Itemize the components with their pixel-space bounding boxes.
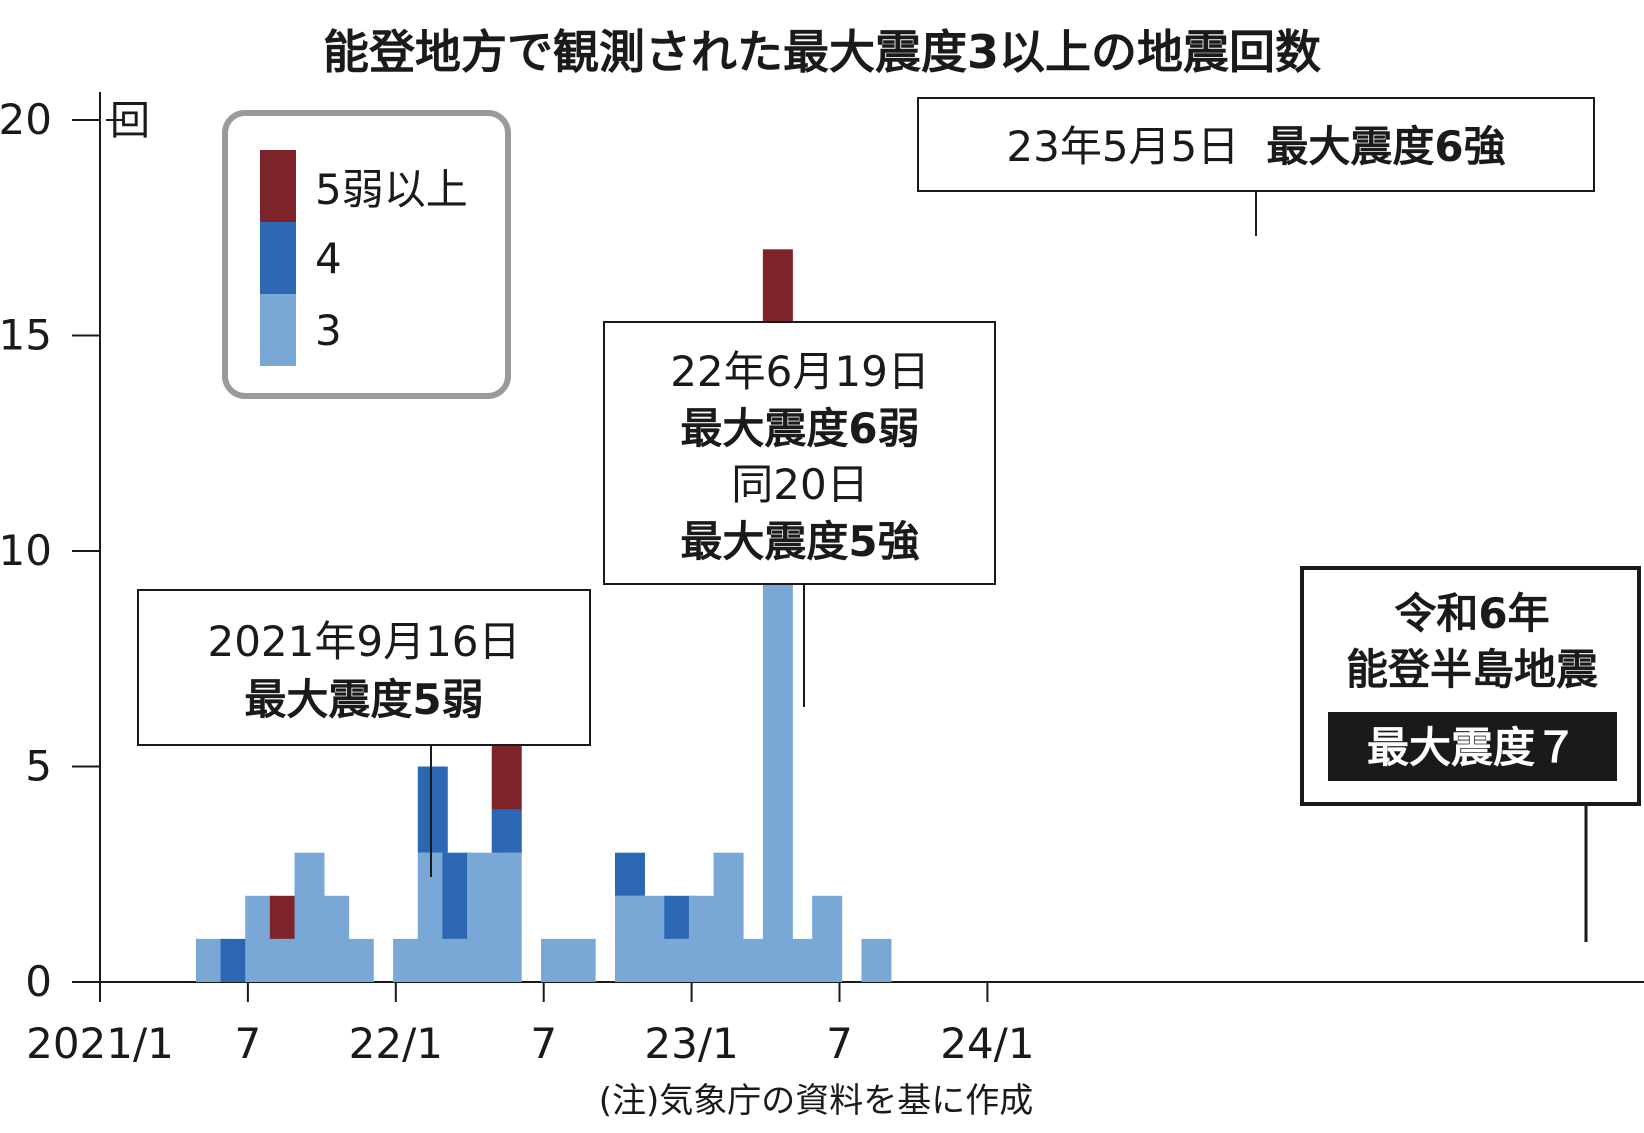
annotation-intensity: 最大震度6弱 <box>680 404 919 453</box>
bar-segment-s4 <box>417 766 448 853</box>
x-tick-label: 24/1 <box>940 1019 1034 1068</box>
annotation-text: 23年5月5日 最大震度6強 <box>1006 122 1505 171</box>
source-note: (注)気象庁の資料を基に作成 <box>599 1081 1034 1121</box>
bar-segment-s4 <box>614 852 645 896</box>
axes: 0 5 10 15 20 回 2021/1 7 22/1 7 23/1 7 24/1 <box>0 92 1644 1068</box>
x-tick-label: 7 <box>826 1019 853 1068</box>
annotation-date-2: 同20日 <box>731 460 868 509</box>
annotation-2023-05: 23年5月5日 最大震度6強 <box>917 97 1595 236</box>
legend-label-4: 4 <box>315 234 342 283</box>
annotation-date: 23年5月5日 <box>1006 122 1239 171</box>
bar-segment-s3 <box>812 895 843 982</box>
annotation-box <box>603 321 996 585</box>
bar-segment-s3 <box>565 938 596 982</box>
legend-label-5plus: 5弱以上 <box>315 165 468 214</box>
y-tick-label: 10 <box>0 526 52 575</box>
annotation-intensity: 最大震度5弱 <box>244 675 483 724</box>
annotation-2022-06: 22年6月19日 最大震度6弱 同20日 最大震度5強 <box>603 321 996 707</box>
annotation-highlight <box>1328 712 1617 781</box>
y-tick-label: 5 <box>25 742 52 791</box>
annotation-era: 令和6年 <box>1394 589 1549 638</box>
legend-label-3: 3 <box>315 306 342 355</box>
annotation-date: 22年6月19日 <box>670 347 930 396</box>
y-tick-label: 15 <box>0 311 52 360</box>
x-tick-label: 7 <box>235 1019 262 1068</box>
annotation-event: 能登半島地震 <box>1346 645 1599 694</box>
annotation-2021-09: 2021年9月16日 最大震度5弱 <box>137 589 591 877</box>
bar-segment-s3 <box>762 551 793 982</box>
x-tick-label: 7 <box>530 1019 557 1068</box>
legend-swatch-4 <box>260 222 296 294</box>
x-tick-label: 22/1 <box>349 1019 443 1068</box>
x-tick-label: 2021/1 <box>26 1019 174 1068</box>
annotation-intensity-2: 最大震度5強 <box>680 517 919 566</box>
annotation-intensity: 最大震度6強 <box>1266 122 1505 171</box>
chart-title: 能登地方で観測された最大震度3以上の地震回数 <box>323 25 1321 79</box>
legend-swatch-3 <box>260 294 296 366</box>
x-tick-label: 23/1 <box>644 1019 738 1068</box>
annotation-intensity: 最大震度７ <box>1367 723 1577 772</box>
bar-segment-s3 <box>343 938 374 982</box>
bar-segment-s3 <box>491 852 522 982</box>
annotation-box <box>137 589 591 746</box>
legend: 5弱以上 4 3 <box>222 110 511 399</box>
annotation-date: 2021年9月16日 <box>207 617 520 666</box>
y-unit-label: 回 <box>110 98 150 144</box>
annotation-noto-2024: 令和6年 能登半島地震 最大震度７ <box>1300 566 1641 942</box>
legend-swatch-5plus <box>260 150 296 222</box>
y-tick-label: 20 <box>0 95 52 144</box>
bar-segment-s4 <box>491 809 522 853</box>
bar-segment-s3 <box>861 938 892 982</box>
y-tick-label: 0 <box>25 957 52 1006</box>
